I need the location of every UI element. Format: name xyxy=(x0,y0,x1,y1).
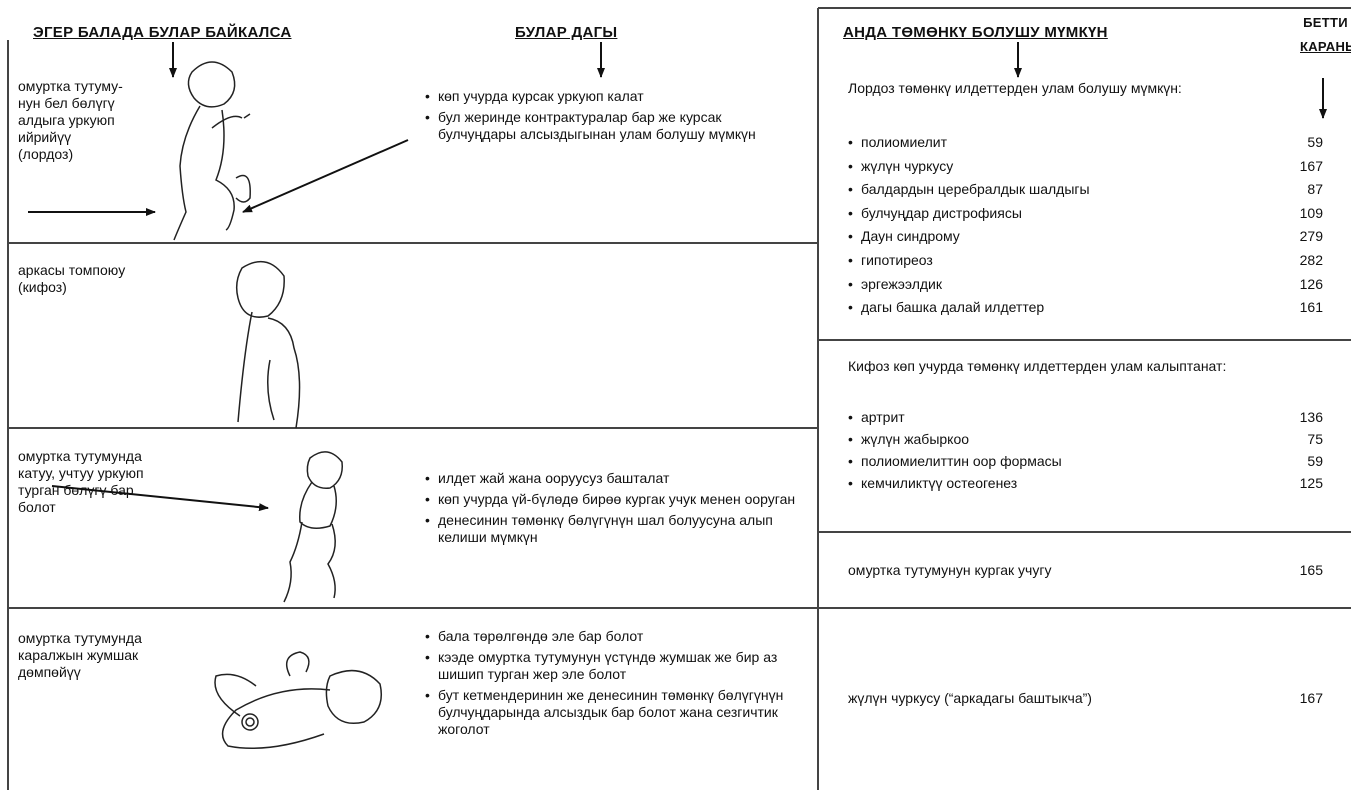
sign-text: омуртка тутуму- нун бел бөлүгү алдыга ур… xyxy=(18,78,123,162)
cause-list: балдардын церебралдык шалдыгы xyxy=(848,181,1268,202)
cause-text: жүлүн чуркусу (“аркадагы баштыкча”) xyxy=(848,690,1092,706)
page-number: 125 xyxy=(1299,475,1323,491)
page-number: 126 xyxy=(1299,275,1323,292)
sign-text: омуртка тутумунда каралжын жумшак дөмпөй… xyxy=(18,630,142,680)
page-number: 161 xyxy=(1299,299,1323,316)
cause-list: кемчиликтүү остеогенез xyxy=(848,475,1268,496)
also-list: бала төрөлгөндө эле бар болот кээде омурт… xyxy=(425,628,805,742)
page-number: 109 xyxy=(1299,204,1323,221)
page-number: 59 xyxy=(1307,134,1323,150)
cause-list: жүлүн чуркусу xyxy=(848,158,1268,179)
also-item: илдет жай жана ооруусуз башталат xyxy=(425,470,805,487)
also-item: бала төрөлгөндө эле бар болот xyxy=(425,628,805,645)
cause-item: булчуңдар дистрофиясы xyxy=(848,205,1268,222)
also-item: денесинин төмөнкү бөлүгүнүн шал болуусун… xyxy=(425,512,805,546)
column-header: БУЛАР ДАГЫ xyxy=(515,24,618,41)
cause-list: булчуңдар дистрофиясы xyxy=(848,205,1268,226)
cause-item: дагы башка далай илдеттер xyxy=(848,299,1268,316)
page-number: 136 xyxy=(1299,409,1323,425)
cause-item: гипотиреоз xyxy=(848,252,1268,269)
cause-item: кемчиликтүү остеогенез xyxy=(848,475,1268,492)
column-header: ЭГЕР БАЛАДА БУЛАР БАЙКАЛСА xyxy=(33,24,292,41)
cause-item: Даун синдрому xyxy=(848,228,1268,245)
column-header: БЕТТИ xyxy=(1303,15,1348,30)
column-header: КАРАНЫЗ xyxy=(1300,39,1351,54)
column-header: АНДА ТӨМӨНКҮ БОЛУШУ МҮМКҮН xyxy=(843,24,1108,41)
also-list: илдет жай жана ооруусуз башталат көп учур… xyxy=(425,470,805,550)
cause-item: эргежээлдик xyxy=(848,276,1268,293)
also-item: көп учурда үй-бүлөдө бирөө кургак учук м… xyxy=(425,491,805,508)
cause-list: полиомиелиттин оор формасы xyxy=(848,453,1268,474)
also-item: бут кетмендеринин же денесинин төмөнкү б… xyxy=(425,687,805,738)
cause-item: жүлүн чуркусу xyxy=(848,158,1268,175)
page-number: 282 xyxy=(1299,252,1323,268)
cause-list: артрит xyxy=(848,409,1268,430)
sign-text: омуртка тутумунда катуу, учтуу уркуюп ту… xyxy=(18,448,144,515)
cause-list: дагы башка далай илдеттер xyxy=(848,299,1268,320)
cause-list: гипотиреоз xyxy=(848,252,1268,273)
cause-item: полиомиелит xyxy=(848,134,1268,151)
cause-list: Даун синдрому xyxy=(848,228,1268,249)
page-number: 59 xyxy=(1307,453,1323,469)
also-list: көп учурда курсак уркуюп калат бул жеринд… xyxy=(425,88,765,147)
cause-item: жүлүн жабыркоо xyxy=(848,431,1268,448)
cause-list: жүлүн жабыркоо xyxy=(848,431,1268,452)
cause-item: балдардын церебралдык шалдыгы xyxy=(848,181,1268,198)
cause-intro: Кифоз көп учурда төмөнкү илдеттерден ула… xyxy=(848,358,1227,374)
page-number: 75 xyxy=(1307,431,1323,447)
cause-item: артрит xyxy=(848,409,1268,426)
page-number: 165 xyxy=(1299,562,1323,578)
also-item: көп учурда курсак уркуюп калат xyxy=(425,88,765,105)
sign-text: аркасы томпоюу (кифоз) xyxy=(18,262,126,295)
cause-item: полиомиелиттин оор формасы xyxy=(848,453,1268,470)
also-item: бул жеринде контрактуралар бар же курсак… xyxy=(425,109,765,143)
page-number: 167 xyxy=(1299,690,1323,706)
cause-intro: Лордоз төмөнкү илдеттерден улам болушу м… xyxy=(848,80,1182,96)
cause-text: омуртка тутумунун кургак учугу xyxy=(848,562,1052,578)
cause-list: полиомиелит xyxy=(848,134,1268,155)
page-number: 279 xyxy=(1299,228,1323,245)
cause-list: эргежээлдик xyxy=(848,276,1268,297)
page-number: 87 xyxy=(1307,181,1323,198)
also-item: кээде омуртка тутумунун үстүндө жумшак ж… xyxy=(425,649,805,683)
page-number: 167 xyxy=(1299,157,1323,174)
illustrations xyxy=(173,61,382,750)
